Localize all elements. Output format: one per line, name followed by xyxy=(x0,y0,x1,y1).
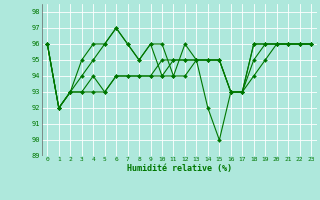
X-axis label: Humidité relative (%): Humidité relative (%) xyxy=(127,164,232,173)
